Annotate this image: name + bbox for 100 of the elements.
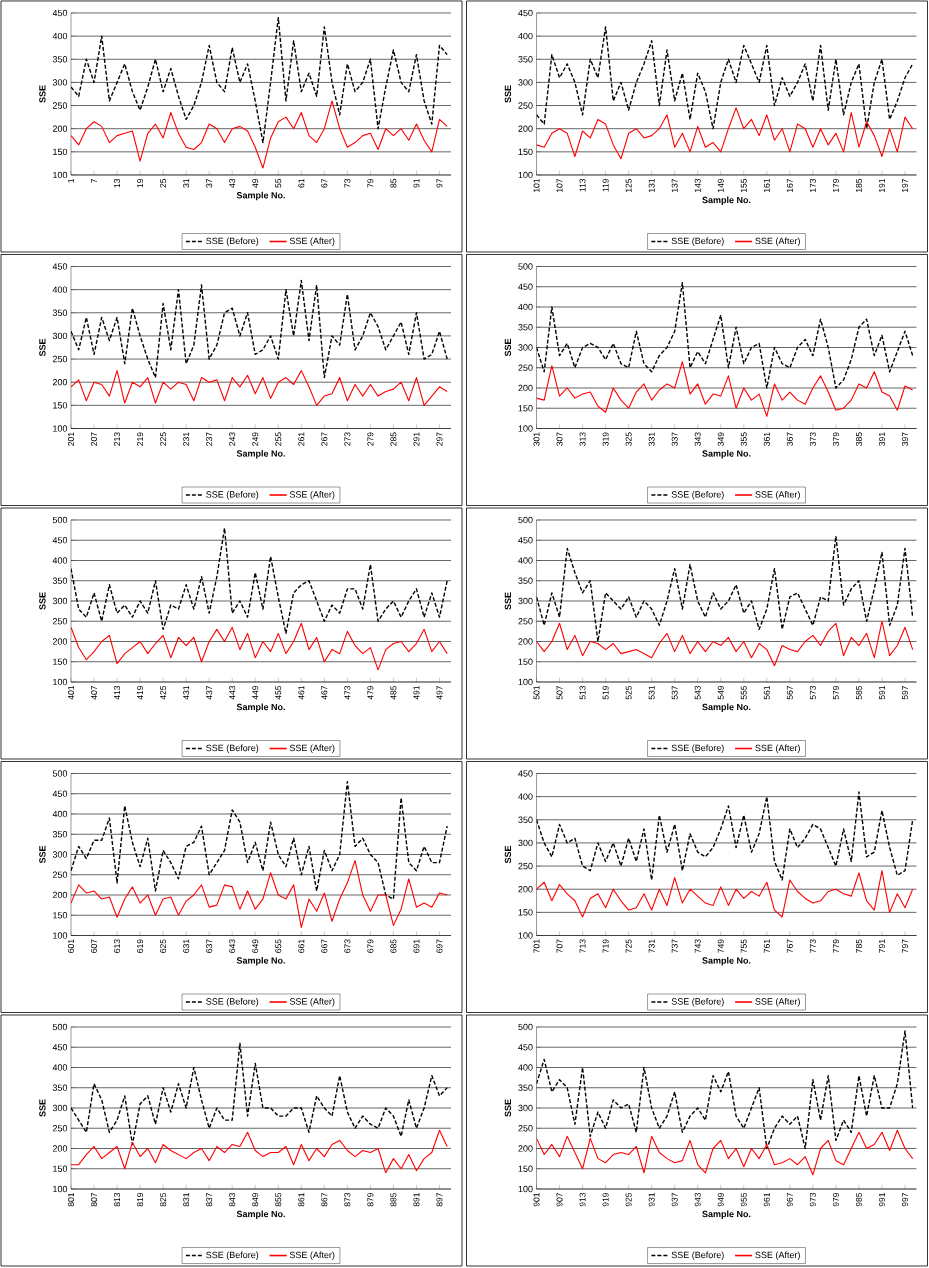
y-tick-label: 350 [518,816,533,823]
y-axis-title: SSE [504,592,512,610]
x-tick-label: 555 [740,685,747,700]
x-tick-label: 101 [533,178,540,193]
y-tick-label: 450 [518,9,533,17]
y-tick-label: 100 [53,932,68,939]
x-tick-label: 931 [648,1192,655,1207]
x-tick-label: 313 [579,432,586,446]
x-tick-label: 61 [298,178,305,188]
y-axis-title: SSE [39,338,46,357]
y-tick-label: 250 [52,102,68,109]
x-tick-label: 273 [344,432,351,446]
legend-label: SSE (After) [755,1251,800,1260]
x-tick-label: 131 [648,178,655,193]
x-tick-label: 649 [252,939,259,953]
x-tick-label: 413 [114,685,121,700]
x-tick-label: 537 [671,685,678,700]
y-axis-title: SSE [39,592,46,610]
x-tick-label: 943 [694,1192,701,1207]
x-tick-label: 73 [344,178,351,188]
x-tick-label: 237 [206,432,213,446]
x-tick-label: 19 [137,178,144,188]
y-tick-label: 350 [518,56,533,63]
x-tick-label: 507 [556,685,563,700]
x-tick-label: 867 [321,1192,328,1207]
y-tick-label: 250 [52,1125,68,1132]
y-tick-label: 500 [518,1023,533,1031]
x-tick-label: 55 [275,178,282,188]
x-tick-label: 431 [183,685,190,700]
x-tick-label: 807 [91,1192,98,1207]
x-tick-label: 685 [390,939,397,953]
x-tick-label: 13 [114,178,121,188]
y-tick-label: 150 [518,148,533,156]
x-tick-label: 797 [901,939,908,953]
y-tick-label: 500 [52,1023,68,1031]
x-tick-label: 185 [855,178,862,193]
x-tick-label: 113 [579,178,586,192]
y-tick-label: 100 [53,171,68,179]
x-tick-label: 801 [68,1192,74,1207]
x-tick-label: 119 [602,178,609,192]
x-tick-label: 897 [436,1192,443,1207]
legend-label: SSE (Before) [206,744,259,753]
x-tick-label: 297 [436,432,443,446]
line-series [71,100,448,169]
x-tick-label: 125 [625,178,632,193]
legend-label: SSE (Before) [671,237,724,246]
line-series [71,370,448,406]
x-tick-label: 91 [413,178,420,188]
y-tick-label: 300 [518,79,533,86]
y-tick-label: 300 [518,839,533,847]
x-tick-label: 949 [717,1192,724,1207]
y-tick-label: 450 [52,9,68,17]
x-tick-label: 249 [252,432,259,446]
x-tick-label: 197 [901,178,908,193]
x-tick-label: 31 [183,178,190,188]
y-tick-label: 450 [52,263,68,270]
y-tick-label: 250 [52,355,68,363]
y-tick-label: 250 [52,618,68,625]
x-tick-label: 543 [694,685,701,700]
y-tick-label: 300 [518,597,533,605]
x-tick-label: 791 [878,939,885,953]
y-tick-label: 150 [53,912,68,919]
y-axis-title: SSE [504,85,512,103]
x-tick-label: 331 [648,432,655,446]
legend-label: SSE (After) [755,237,800,246]
y-tick-label: 200 [518,125,533,132]
legend-label: SSE (Before) [671,744,724,753]
x-tick-label: 325 [625,432,632,446]
y-axis-title: SSE [39,845,46,864]
y-tick-label: 500 [518,516,533,524]
y-tick-label: 100 [518,425,533,432]
y-tick-label: 250 [518,862,533,870]
x-tick-label: 601 [68,939,74,953]
legend-label: SSE (After) [289,237,335,246]
y-tick-label: 150 [518,658,533,665]
x-tick-label: 107 [556,178,563,193]
x-tick-label: 85 [390,178,397,188]
y-tick-label: 100 [518,1185,533,1193]
x-tick-label: 291 [413,432,420,446]
x-tick-label: 473 [344,685,351,700]
x-tick-label: 219 [137,432,144,446]
y-tick-label: 200 [518,384,533,392]
y-tick-label: 500 [52,516,68,524]
y-tick-label: 300 [52,597,68,605]
y-axis-title: SSE [39,85,46,103]
x-tick-label: 225 [160,432,167,446]
y-tick-label: 300 [52,79,68,86]
y-tick-label: 150 [518,1165,533,1172]
x-tick-label: 761 [763,939,770,953]
x-axis-title: Sample No. [236,191,285,201]
x-tick-label: 919 [602,1192,609,1207]
x-tick-label: 749 [717,939,724,953]
y-tick-label: 150 [518,405,533,412]
x-tick-label: 25 [160,178,167,188]
x-tick-label: 619 [137,939,144,953]
x-tick-label: 361 [763,432,770,446]
line-series [536,870,914,918]
y-tick-label: 200 [52,1145,68,1152]
x-tick-label: 737 [671,939,678,953]
x-tick-label: 707 [556,939,563,953]
